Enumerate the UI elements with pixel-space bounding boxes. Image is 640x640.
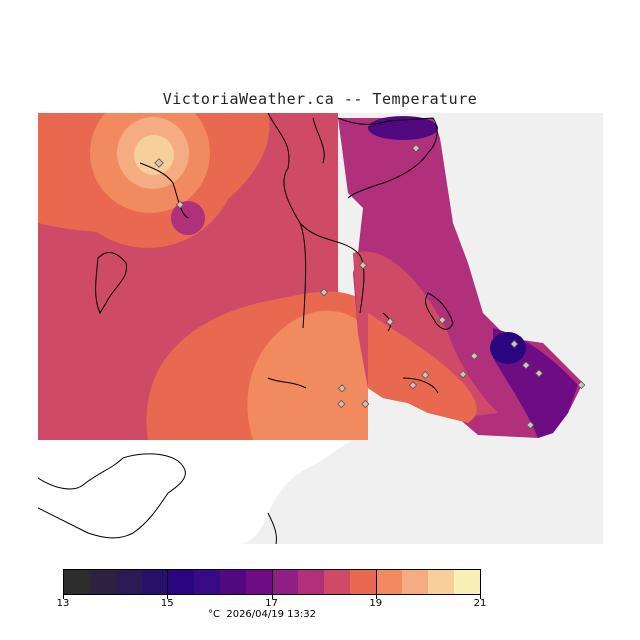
station-marker xyxy=(510,339,519,349)
scale-swatch xyxy=(64,570,90,594)
scale-tick-label: 17 xyxy=(265,598,278,609)
scale-swatch xyxy=(324,570,350,594)
scale-tick xyxy=(167,569,169,599)
cold-spot-east xyxy=(490,332,526,364)
station-marker xyxy=(526,420,535,430)
scale-swatch xyxy=(246,570,272,594)
scale-tick-label: 21 xyxy=(473,598,487,609)
scale-tick-label: 15 xyxy=(160,598,174,609)
scale-tick xyxy=(375,569,377,599)
scale-swatch xyxy=(298,570,324,594)
temperature-band-east-warm xyxy=(368,313,477,423)
scale-swatch xyxy=(116,570,142,594)
color-scale-bar xyxy=(63,569,481,595)
water-area-south xyxy=(38,440,353,544)
station-marker xyxy=(470,351,479,361)
station-marker xyxy=(361,399,370,409)
station-marker xyxy=(438,315,447,325)
station-marker xyxy=(458,370,468,379)
scale-swatch xyxy=(220,570,246,594)
scale-swatch xyxy=(454,570,480,594)
scale-swatch xyxy=(376,570,402,594)
scale-swatch xyxy=(428,570,454,594)
scale-tick-label: 19 xyxy=(369,598,383,609)
station-marker xyxy=(534,369,544,378)
station-marker xyxy=(337,399,346,409)
timestamp: 2026/04/19 13:32 xyxy=(226,609,316,620)
scale-swatch xyxy=(194,570,220,594)
unit-label: °C xyxy=(208,609,220,620)
station-marker xyxy=(319,288,329,297)
station-marker xyxy=(521,361,531,370)
scale-tick xyxy=(63,569,64,599)
scale-swatch xyxy=(350,570,376,594)
temperature-map[interactable] xyxy=(38,113,603,544)
station-marker xyxy=(408,381,418,390)
legend-footer: °C 2026/04/19 13:32 xyxy=(208,609,316,620)
station-marker xyxy=(385,317,395,326)
scale-swatch xyxy=(90,570,116,594)
station-marker xyxy=(421,370,430,380)
coastlines xyxy=(38,113,454,544)
temperature-band-south-warmer xyxy=(247,310,368,440)
station-markers xyxy=(154,144,586,430)
station-marker xyxy=(411,144,421,153)
station-marker xyxy=(154,158,164,168)
scale-tick xyxy=(271,569,273,599)
scale-swatch xyxy=(402,570,428,594)
scale-swatch xyxy=(142,570,168,594)
station-marker xyxy=(175,200,185,209)
station-marker xyxy=(358,261,368,270)
station-marker xyxy=(577,380,586,390)
scale-tick-label: 13 xyxy=(56,598,70,609)
station-marker xyxy=(337,384,347,393)
scale-swatch xyxy=(272,570,298,594)
scale-swatch xyxy=(168,570,194,594)
map-title: VictoriaWeather.ca -- Temperature xyxy=(162,90,478,108)
scale-tick xyxy=(480,569,481,599)
